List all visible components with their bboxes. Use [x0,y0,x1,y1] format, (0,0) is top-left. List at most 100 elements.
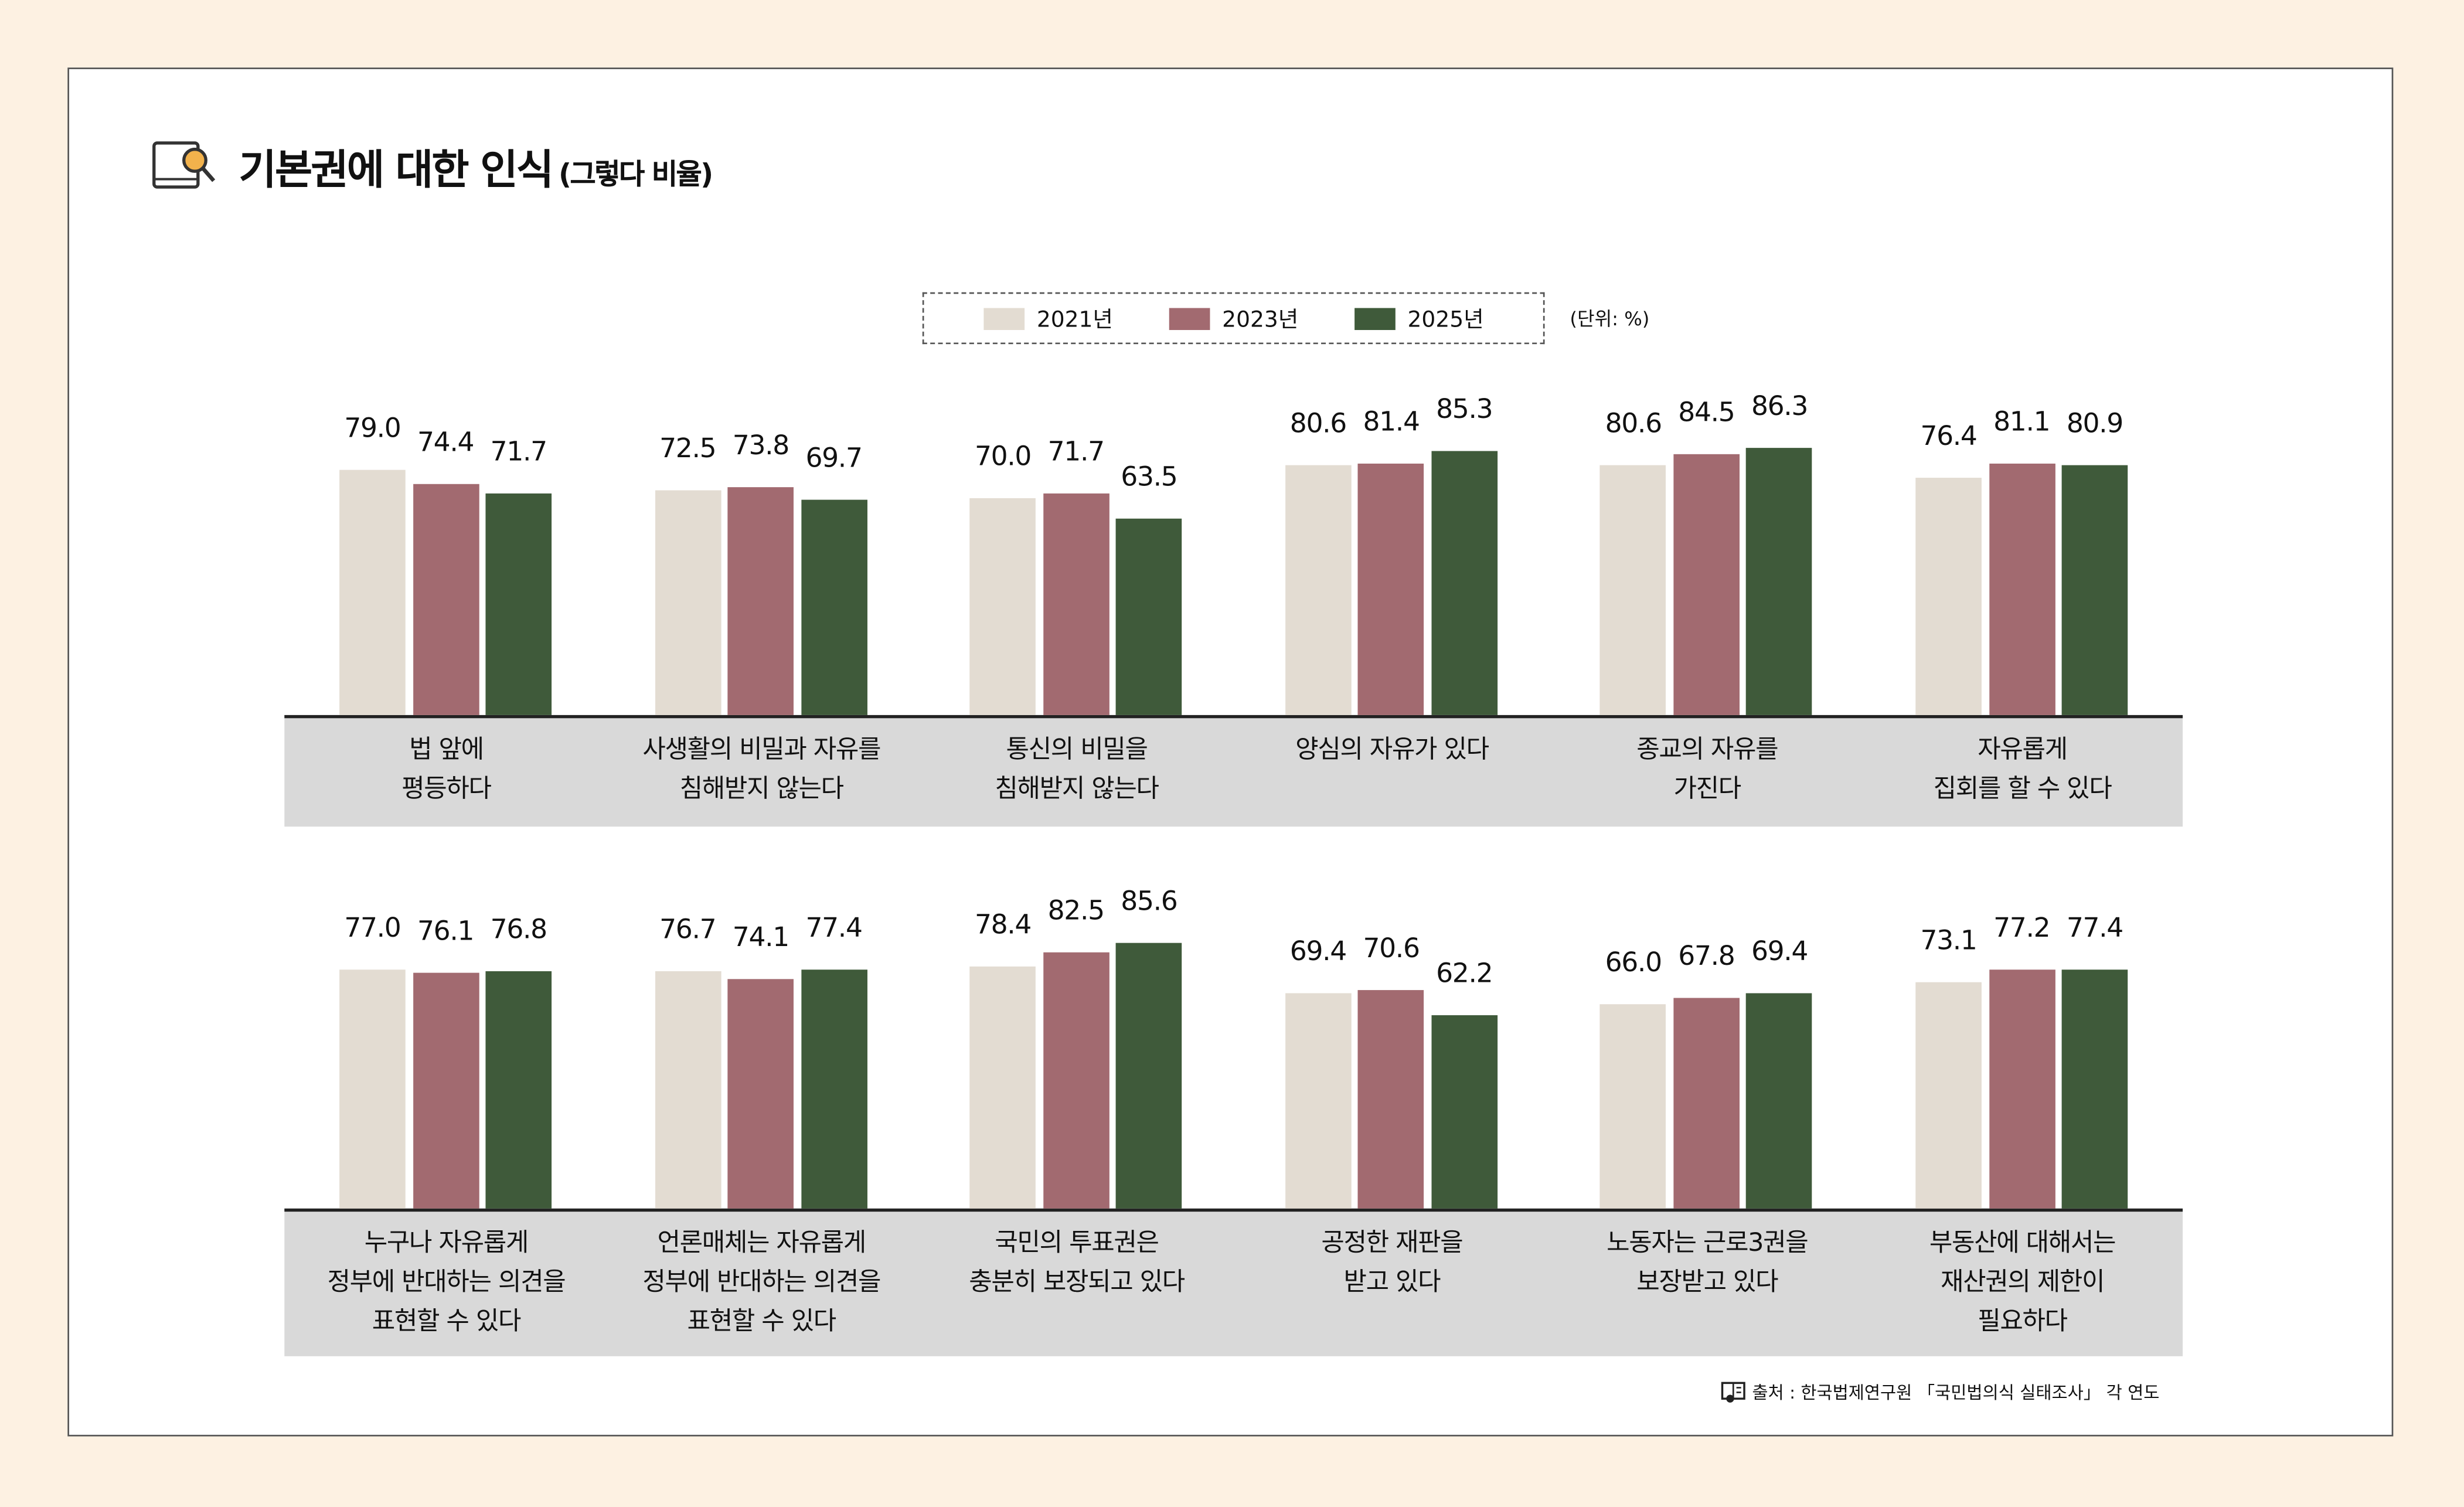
legend-swatch-2021 [983,307,1025,329]
legend-swatch-2025 [1354,307,1396,329]
bar-2023 [1673,998,1740,1209]
data-label: 76.7 [659,914,716,946]
legend-item-2021: 2021년 [983,302,1113,334]
unit-label: (단위: %) [1570,308,1650,331]
bar-2023 [1358,989,1424,1209]
legend-label-2021: 2021년 [1036,307,1113,333]
data-label: 81.4 [1363,406,1420,438]
bar-2023 [412,484,479,715]
data-label: 71.7 [1047,436,1105,468]
data-label: 63.5 [1121,461,1177,494]
bar-2025 [801,968,867,1209]
category-label: 통신의 비밀을 침해받지 않는다 [995,734,1159,804]
data-label: 78.4 [974,909,1032,941]
bar-2025 [1746,448,1813,715]
data-label: 69.4 [1751,937,1808,969]
data-label: 85.3 [1436,394,1493,426]
bar-2023 [1988,969,2055,1209]
category-label: 부동산에 대해서는 재산권의 제한이 필요하다 [1929,1227,2116,1336]
data-label: 74.1 [732,922,789,954]
bar-2025 [801,499,867,715]
data-label: 70.0 [974,441,1032,474]
document-pointer-icon [1721,1382,1745,1403]
bar-2025 [2061,464,2128,715]
legend-label-2025: 2025년 [1407,307,1484,333]
bar-2021 [339,470,406,715]
legend-swatch-2023 [1169,307,1210,329]
bar-2023 [1673,453,1740,715]
bar-2025 [1116,518,1182,715]
data-label: 62.2 [1436,959,1493,991]
bar-2021 [1600,1004,1667,1209]
bar-2021 [1600,465,1667,715]
data-label: 72.5 [659,434,716,466]
data-label: 70.6 [1363,933,1420,965]
category-label: 법 앞에 평등하다 [401,734,492,804]
legend-label-2023: 2023년 [1222,307,1299,333]
data-label: 80.9 [2066,408,2123,440]
data-label: 76.1 [417,916,474,948]
subtitle-text: (그렇다 비율) [559,158,713,192]
bar-2023 [412,972,479,1209]
category-label: 국민의 투표권은 충분히 보장되고 있다 [969,1227,1185,1297]
data-label: 80.6 [1605,409,1662,441]
data-label: 84.5 [1678,397,1735,428]
data-label: 69.4 [1289,937,1347,969]
data-label: 85.6 [1121,887,1177,919]
data-label: 66.0 [1605,947,1662,979]
data-label: 76.4 [1920,421,1977,454]
bar-2023 [1043,493,1110,715]
data-label: 73.8 [732,430,789,462]
source-note: 출처 : 한국법제연구원 「국민법의식 실태조사」 각 연도 [1721,1380,2160,1405]
category-label: 종교의 자유를 가진다 [1636,734,1778,804]
data-label: 77.2 [1993,913,2050,945]
data-label: 81.1 [1993,407,2050,439]
category-label: 공정한 재판을 받고 있다 [1321,1227,1463,1297]
bar-2025 [485,971,552,1209]
bar-2021 [1285,465,1352,715]
bar-2025 [1431,1016,1498,1209]
data-label: 76.8 [490,914,547,946]
source-text: 출처 : 한국법제연구원 「국민법의식 실태조사」 각 연도 [1752,1383,2160,1404]
bar-2023 [1358,462,1424,715]
data-label: 77.0 [344,913,401,945]
data-label: 71.7 [490,436,547,468]
data-label: 77.4 [805,912,862,944]
category-label: 노동자는 근로3권을 보장받고 있다 [1607,1227,1809,1297]
data-label: 77.4 [2066,912,2123,944]
bar-2023 [1043,953,1110,1209]
category-strip-bottom [284,1208,2183,1356]
bar-2023 [727,487,794,715]
data-label: 79.0 [344,414,401,445]
bar-2021 [1915,982,1982,1209]
bar-2021 [654,971,721,1209]
legend-item-2023: 2023년 [1169,302,1298,334]
category-label: 양심의 자유가 있다 [1295,734,1489,764]
bar-2021 [339,970,406,1209]
bar-2025 [1116,943,1182,1209]
legend-item-2025: 2025년 [1354,302,1484,334]
bar-2023 [727,979,794,1209]
data-label: 80.6 [1289,409,1347,441]
book-magnifier-icon [152,141,216,189]
data-label: 86.3 [1751,391,1808,423]
bar-2025 [1431,451,1498,715]
bar-2025 [2061,968,2128,1209]
legend: 2021년 2023년 2025년 [922,292,1545,345]
category-strip-top [284,715,2183,827]
bar-2025 [485,493,552,715]
bar-2023 [1988,464,2055,715]
bar-2021 [1285,994,1352,1209]
data-label: 67.8 [1678,942,1735,974]
page-title: 기본권에 대한 인식 (그렇다 비율) [239,138,714,196]
category-label: 누구나 자유롭게 정부에 반대하는 의견을 표현할 수 있다 [327,1227,566,1336]
data-label: 82.5 [1047,896,1105,928]
bar-2025 [1746,994,1813,1209]
bar-2021 [654,490,721,715]
category-label: 자유롭게 집회를 할 수 있다 [1933,734,2112,804]
bar-2021 [1915,478,1982,715]
data-label: 69.7 [805,443,862,474]
data-label: 73.1 [1920,926,1977,957]
data-label: 74.4 [417,428,474,460]
bar-2021 [969,965,1036,1209]
